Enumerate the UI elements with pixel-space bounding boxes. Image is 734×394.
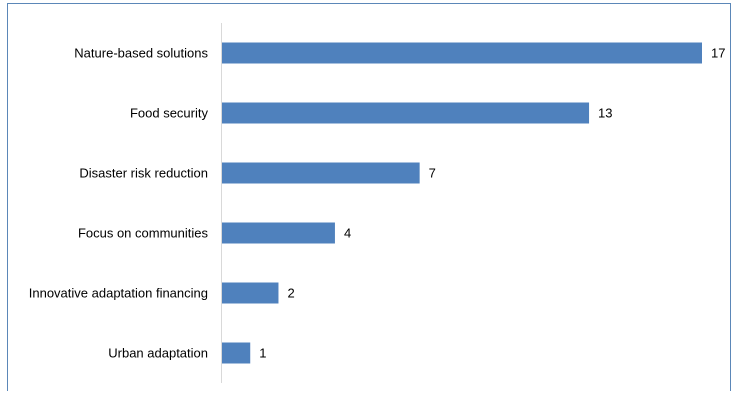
value-labels: 17 13 7 4 2 1 (259, 46, 725, 361)
bar (222, 282, 279, 304)
data-label: 13 (598, 106, 612, 121)
bar (222, 102, 590, 124)
bar (222, 42, 702, 64)
data-label: 4 (344, 226, 351, 241)
category-label: Food security (130, 106, 209, 121)
data-label: 1 (259, 346, 266, 361)
category-label: Nature-based solutions (74, 46, 208, 61)
category-label: Innovative adaptation financing (29, 286, 208, 301)
data-label: 2 (287, 286, 294, 301)
bar (222, 342, 251, 364)
category-label: Urban adaptation (108, 346, 208, 361)
data-label: 7 (429, 166, 436, 181)
data-label: 17 (711, 46, 725, 61)
bar (222, 162, 420, 184)
bars (222, 42, 702, 364)
bar (222, 222, 335, 244)
category-label: Focus on communities (78, 226, 209, 241)
category-labels: Nature-based solutions Food security Disas… (29, 46, 209, 361)
chart-frame (7, 3, 731, 391)
category-label: Disaster risk reduction (79, 166, 208, 181)
